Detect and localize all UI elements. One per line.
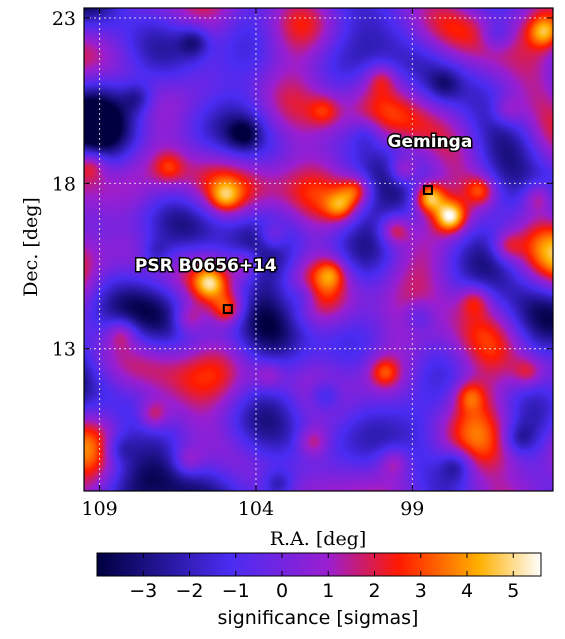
source-marker-psr-b0656-14 xyxy=(222,304,233,315)
grid-lines xyxy=(84,8,553,491)
colorbar-tick-label-0: −3 xyxy=(129,580,157,602)
colorbar-tick-label-3: 0 xyxy=(276,580,288,602)
colorbar-tick-label-8: 5 xyxy=(507,580,519,602)
colorbar-tick-label-4: 1 xyxy=(322,580,334,602)
source-label-geminga: Geminga xyxy=(388,132,473,152)
colorbar-tick-label-7: 4 xyxy=(461,580,473,602)
x-axis-label: R.A. [deg] xyxy=(270,528,367,550)
colorbar-fill xyxy=(97,553,541,576)
source-marker-geminga xyxy=(422,184,433,195)
x-axis-ticks: 109 104 99 xyxy=(82,8,424,520)
y-axis-label: Dec. [deg] xyxy=(20,197,42,297)
colorbar-tick-label-6: 3 xyxy=(415,580,427,602)
colorbar-tick-label-2: −1 xyxy=(222,580,250,602)
x-tick-label-109: 109 xyxy=(82,498,118,520)
y-tick-label-18: 18 xyxy=(52,173,76,195)
colorbar-ticks: −3 −2 −1 0 1 2 3 4 5 xyxy=(129,553,519,602)
colorbar-tick-label-5: 2 xyxy=(368,580,380,602)
x-tick-label-104: 104 xyxy=(238,498,274,520)
source-annotations: Geminga PSR B0656+14 xyxy=(133,130,474,315)
colorbar: −3 −2 −1 0 1 2 3 4 5 significance [sigmas] xyxy=(96,552,542,629)
plot-frame xyxy=(83,7,554,492)
source-label-psr-b0656-14: PSR B0656+14 xyxy=(135,256,277,276)
colorbar-tick-label-1: −2 xyxy=(175,580,203,602)
y-tick-label-13: 13 xyxy=(52,339,76,361)
heatmap-canvas-holder xyxy=(84,8,553,491)
colorbar-frame xyxy=(96,552,542,577)
colorbar-label: significance [sigmas] xyxy=(218,607,419,629)
heatmap-canvas xyxy=(84,8,553,491)
heatmap-area xyxy=(84,8,553,491)
x-tick-label-99: 99 xyxy=(400,498,424,520)
y-axis-ticks: 13 18 23 xyxy=(52,8,553,361)
y-tick-label-23: 23 xyxy=(52,8,76,30)
